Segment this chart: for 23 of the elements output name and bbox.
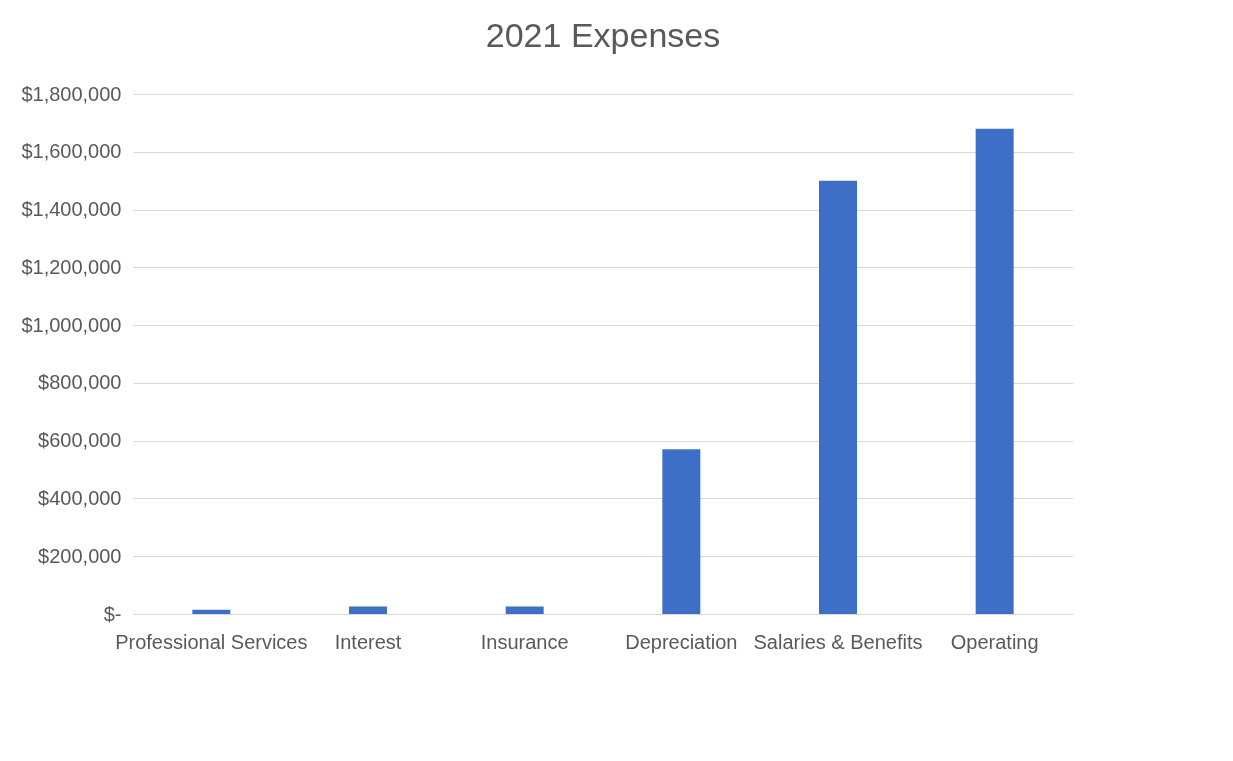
x-tick-label: Depreciation — [625, 630, 738, 653]
y-tick-label: $1,200,000 — [21, 255, 122, 278]
y-tick-label: $800,000 — [38, 371, 122, 394]
y-tick-label: $1,600,000 — [21, 140, 122, 163]
x-tick-label: Insurance — [480, 630, 569, 653]
y-tick-label: $1,800,000 — [21, 82, 122, 105]
x-tick-label: Interest — [334, 630, 402, 653]
chart-title: 2021 Expenses — [485, 16, 721, 54]
y-tick-label: $1,400,000 — [21, 198, 122, 221]
bar — [349, 606, 387, 614]
y-tick-label: $1,000,000 — [21, 313, 122, 336]
bar — [662, 449, 701, 614]
y-tick-label: $200,000 — [38, 544, 122, 567]
bar — [192, 609, 231, 614]
x-tick-label: Salaries & Benefits — [753, 630, 923, 653]
y-tick-label: $400,000 — [38, 486, 122, 509]
bar — [505, 606, 544, 614]
bar — [975, 128, 1014, 614]
x-tick-label: Professional Services — [115, 630, 308, 653]
y-tick-label: $- — [103, 602, 122, 625]
bar — [819, 180, 857, 614]
x-tick-label: Operating — [950, 630, 1039, 653]
y-tick-label: $600,000 — [38, 429, 122, 452]
